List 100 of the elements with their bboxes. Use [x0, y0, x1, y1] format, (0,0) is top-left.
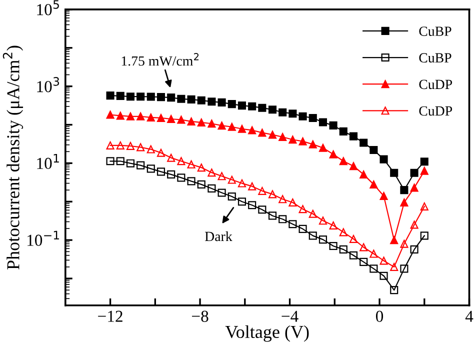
point — [248, 182, 256, 190]
point — [238, 102, 246, 110]
legend-label: CuBP — [419, 26, 452, 36]
point — [318, 144, 328, 152]
point — [106, 110, 114, 119]
point — [167, 114, 176, 124]
point — [360, 170, 368, 178]
point — [380, 192, 388, 200]
point — [329, 221, 338, 230]
point — [268, 130, 277, 139]
point — [370, 250, 378, 258]
x-tick-label: −12 — [98, 310, 122, 322]
point — [258, 104, 266, 112]
point — [218, 98, 226, 106]
point — [156, 114, 166, 122]
point — [410, 220, 418, 229]
point — [146, 92, 155, 101]
y-tick-label: 10$^{1}$ — [37, 154, 59, 170]
y-axis-title: Photocurrent density (μA/cm$^{2}$) — [2, 46, 24, 270]
point — [390, 168, 398, 177]
point — [258, 128, 266, 137]
point — [329, 121, 338, 130]
point — [360, 258, 368, 266]
point — [238, 179, 246, 188]
point — [308, 114, 317, 122]
point — [298, 224, 307, 233]
point — [410, 184, 418, 192]
point — [228, 100, 236, 108]
point — [420, 232, 428, 240]
x-axis-title: Voltage (V) — [225, 325, 309, 342]
point — [146, 164, 155, 173]
point — [126, 159, 135, 168]
point — [238, 124, 246, 133]
point — [228, 192, 236, 201]
point — [288, 136, 297, 144]
point — [380, 155, 388, 164]
point — [187, 160, 196, 168]
point — [339, 127, 348, 136]
point — [208, 168, 216, 177]
point — [126, 112, 135, 120]
point — [288, 220, 297, 228]
point — [156, 93, 166, 102]
point — [268, 106, 277, 114]
point — [360, 138, 368, 147]
point — [268, 190, 277, 198]
point — [218, 172, 226, 180]
y-tick-label: 10$^{3}$ — [37, 77, 60, 92]
point — [187, 117, 196, 126]
point — [167, 94, 176, 102]
point — [339, 228, 348, 236]
point — [177, 116, 186, 124]
legend-label: CuBP — [419, 53, 452, 63]
point — [106, 157, 114, 166]
point — [349, 234, 358, 243]
point — [208, 98, 216, 106]
point — [248, 102, 256, 110]
legend-label: CuDP — [419, 106, 452, 116]
point — [318, 118, 328, 126]
point — [238, 198, 246, 206]
point — [268, 212, 277, 220]
point — [136, 92, 145, 101]
point — [339, 245, 348, 254]
point — [308, 210, 317, 218]
x-tick-label: −8 — [192, 310, 208, 322]
point — [400, 264, 408, 273]
point — [136, 143, 145, 152]
point — [258, 186, 266, 195]
point — [187, 177, 196, 186]
point — [126, 142, 135, 150]
point — [197, 164, 206, 172]
point — [278, 215, 287, 224]
point — [106, 141, 114, 150]
point — [197, 96, 206, 104]
point — [167, 154, 176, 162]
point — [248, 126, 256, 134]
point — [248, 201, 256, 210]
point — [410, 168, 418, 177]
point — [146, 145, 155, 154]
point — [136, 112, 145, 120]
point — [329, 242, 338, 250]
point — [146, 113, 155, 122]
point — [258, 206, 266, 214]
point — [208, 184, 216, 192]
point — [420, 202, 428, 210]
point — [349, 162, 358, 170]
point — [318, 236, 328, 244]
point — [278, 195, 287, 204]
point — [228, 176, 236, 184]
point — [410, 245, 418, 254]
point — [116, 141, 124, 150]
point — [177, 157, 186, 166]
x-tick-label: 0 — [376, 310, 384, 322]
point — [400, 186, 408, 194]
point — [156, 148, 166, 157]
point — [339, 157, 348, 166]
y-tick-label: 10$^{5}$ — [37, 0, 59, 16]
x-tick-label: −4 — [282, 310, 298, 322]
point — [390, 262, 398, 271]
point — [400, 198, 408, 207]
legend-label: CuDP — [419, 80, 452, 90]
